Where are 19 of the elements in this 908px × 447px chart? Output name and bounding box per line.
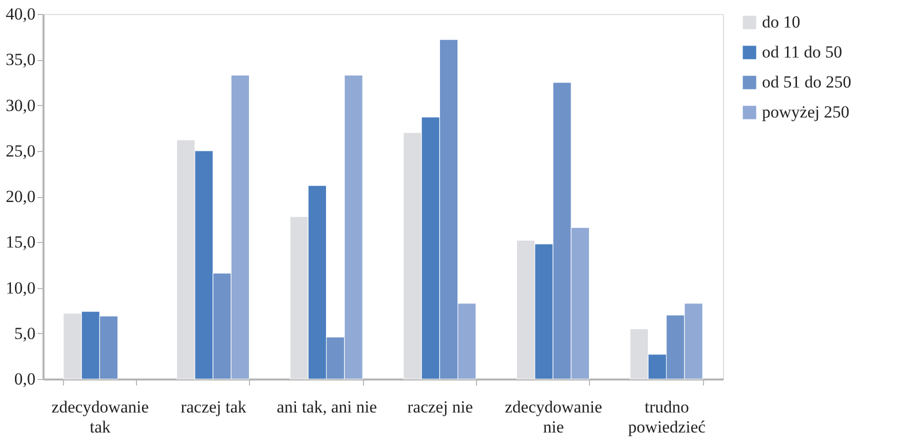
x-tick-label: raczej tak [180,398,247,416]
x-tick-label: raczej nie [407,398,473,416]
y-tick-label: 5,0 [14,324,36,343]
legend-label: od 51 do 250 [762,72,852,92]
x-tick-label: zdecydowanie nie [504,398,602,436]
y-tick-label: 40,0 [6,4,36,24]
x-tick-label: zdecydowanie tak [52,398,149,436]
y-tick-label: 25,0 [6,141,36,160]
x-tick-label: trudno powiedzieć [628,398,706,436]
y-tick-label: 15,0 [6,232,36,252]
y-tick-label: 10,0 [6,278,36,298]
legend-label: od 11 do 50 [762,42,842,62]
y-tick-label: 20,0 [6,187,36,206]
y-tick-label: 30,0 [6,96,36,115]
legend-label: powyżej 250 [762,102,850,122]
x-tick-label: ani tak, ani nie [276,398,377,416]
y-tick-label: 35,0 [6,50,36,70]
y-tick-label: 0,0 [14,370,36,388]
legend-label: do 10 [762,12,800,32]
